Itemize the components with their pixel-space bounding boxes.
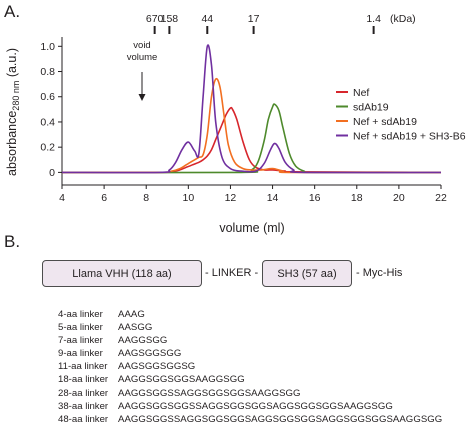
- linker-table: 4-aa linker AAAG 5-aa linker AASGG 7-aa link…: [58, 308, 442, 426]
- legend-entry: Nef + sdAb19: [353, 116, 417, 128]
- chart-axes: 4 6 8 10 12 14 16 18 20 22 0 0.2 0.4 0.6 0.8 1.0: [40, 37, 447, 204]
- tag-label: - Myc-His: [356, 267, 403, 279]
- x-tick-label: 16: [309, 192, 321, 204]
- vhh-domain-label: Llama VHH (118 aa): [72, 267, 172, 280]
- panel-b-label: B.: [4, 232, 21, 251]
- linker-sequence: AAAG: [118, 309, 145, 320]
- linker-name: 18-aa linker: [58, 374, 109, 386]
- mw-unit-label: (kDa): [390, 13, 416, 25]
- x-tick-label: 20: [393, 192, 405, 204]
- linker-sequence: AAGGSGGSSAGGSGGSGGSAAGGSGG: [118, 387, 301, 399]
- linker-name: 38-aa linker: [58, 400, 109, 412]
- series-line: [61, 44, 442, 174]
- linker-name: 11-aa linker: [58, 361, 108, 373]
- series-line: [61, 77, 442, 174]
- mw-marker-label: 17: [248, 13, 260, 25]
- linker-row: 5-aa linker AASGG: [58, 321, 442, 334]
- series-line: [61, 106, 442, 174]
- y-tick-label: 0.2: [40, 142, 55, 154]
- linker-name: 28-aa linker: [58, 387, 109, 399]
- x-tick-label: 22: [435, 192, 447, 204]
- void-volume-arrow-head: [138, 94, 146, 101]
- linker-name: 9-aa linker: [58, 348, 103, 360]
- mw-marker-label: 1.4: [366, 13, 381, 25]
- y-axis-label-sub: 280 nm: [11, 81, 21, 111]
- mw-marker-label: 44: [201, 13, 213, 25]
- y-axis-label: absorbance280 nm (a.u.): [5, 48, 21, 176]
- chart-series: [61, 44, 442, 174]
- linker-sequence: AAGGSGGSSAGGSGGSGGSAGGSGGSGGSAGGSGGSGGSA…: [118, 413, 443, 425]
- construct-diagram: Llama VHH (118 aa) - LINKER - SH3 (57 aa…: [0, 255, 474, 300]
- vhh-domain-box: Llama VHH (118 aa): [42, 260, 202, 287]
- x-tick-label: 12: [225, 192, 237, 204]
- panel-a-label: A.: [4, 2, 21, 21]
- void-volume-label-line2: volume: [127, 52, 158, 63]
- y-tick-label: 1.0: [40, 41, 55, 53]
- x-tick-label: 18: [351, 192, 363, 204]
- y-tick-label: 0.4: [40, 116, 55, 128]
- x-tick-label: 10: [182, 192, 194, 204]
- linker-row: 7-aa linker AAGGSGG: [58, 334, 442, 347]
- linker-name: 4-aa linker: [58, 309, 103, 320]
- legend-entry: Nef: [353, 87, 369, 99]
- legend-entry: sdAb19: [353, 102, 389, 114]
- linker-sequence: AAGGSGGSGGSAAGGSGG: [118, 374, 245, 386]
- linker-label: - LINKER -: [205, 267, 259, 279]
- linker-name: 5-aa linker: [58, 322, 103, 334]
- linker-row: 18-aa linker AAGGSGGSGGSAAGGSGG: [58, 373, 442, 386]
- linker-row: 9-aa linker AAGSGGSGG: [58, 347, 442, 360]
- sh3-domain-label: SH3 (57 aa): [277, 267, 337, 280]
- linker-sequence: AAGSGGSGG: [118, 348, 182, 360]
- linker-row: 28-aa linker AAGGSGGSSAGGSGGSGGSAAGGSGG: [58, 387, 442, 400]
- linker-sequence: AASGG: [118, 322, 153, 334]
- legend-entry: Nef + sdAb19 + SH3-B6: [353, 131, 466, 143]
- linker-name: 7-aa linker: [58, 335, 103, 347]
- linker-row: 11-aa linker AAGSGGSGGSG: [58, 360, 442, 373]
- y-tick-label: 0.6: [40, 91, 55, 103]
- x-tick-label: 6: [101, 192, 107, 204]
- x-tick-label: 8: [143, 192, 149, 204]
- linker-sequence: AAGGSGGSGGSSAGGSGGSGGSAGGSGGSGGSAAGGSGG: [118, 400, 393, 412]
- y-tick-label: 0.8: [40, 66, 55, 78]
- y-tick-label: 0: [49, 167, 55, 179]
- y-axis-label-main: absorbance: [5, 111, 19, 176]
- sh3-domain-box: SH3 (57 aa): [262, 260, 352, 287]
- mw-marker-label: 670: [146, 13, 164, 25]
- mw-marker-label: 158: [161, 13, 179, 25]
- x-tick-label: 14: [267, 192, 279, 204]
- x-axis-label: volume (ml): [219, 221, 284, 235]
- linker-name: 48-aa linker: [58, 413, 109, 425]
- linker-row: 4-aa linker AAAG: [58, 308, 442, 321]
- x-tick-label: 4: [59, 192, 65, 204]
- linker-sequence: AAGSGGSGGSG: [118, 361, 196, 373]
- void-volume-label-line1: void: [133, 40, 150, 51]
- y-axis-label-unit: (a.u.): [5, 48, 19, 81]
- sec-chromatogram-chart: 4 6 8 10 12 14 16 18 20 22 0 0.2 0.4 0.6 0.8 1.0 670158…: [5, 13, 466, 235]
- chart-legend: Nef sdAb19 Nef + sdAb19 Nef + sdAb19 + SH3-…: [336, 87, 466, 143]
- linker-row: 48-aa linker AAGGSGGSSAGGSGGSGGSAGGSGGSGG…: [58, 413, 442, 426]
- linker-sequence: AAGGSGG: [118, 335, 168, 347]
- linker-row: 38-aa linker AAGGSGGSGGSSAGGSGGSGGSAGGSGG…: [58, 400, 442, 413]
